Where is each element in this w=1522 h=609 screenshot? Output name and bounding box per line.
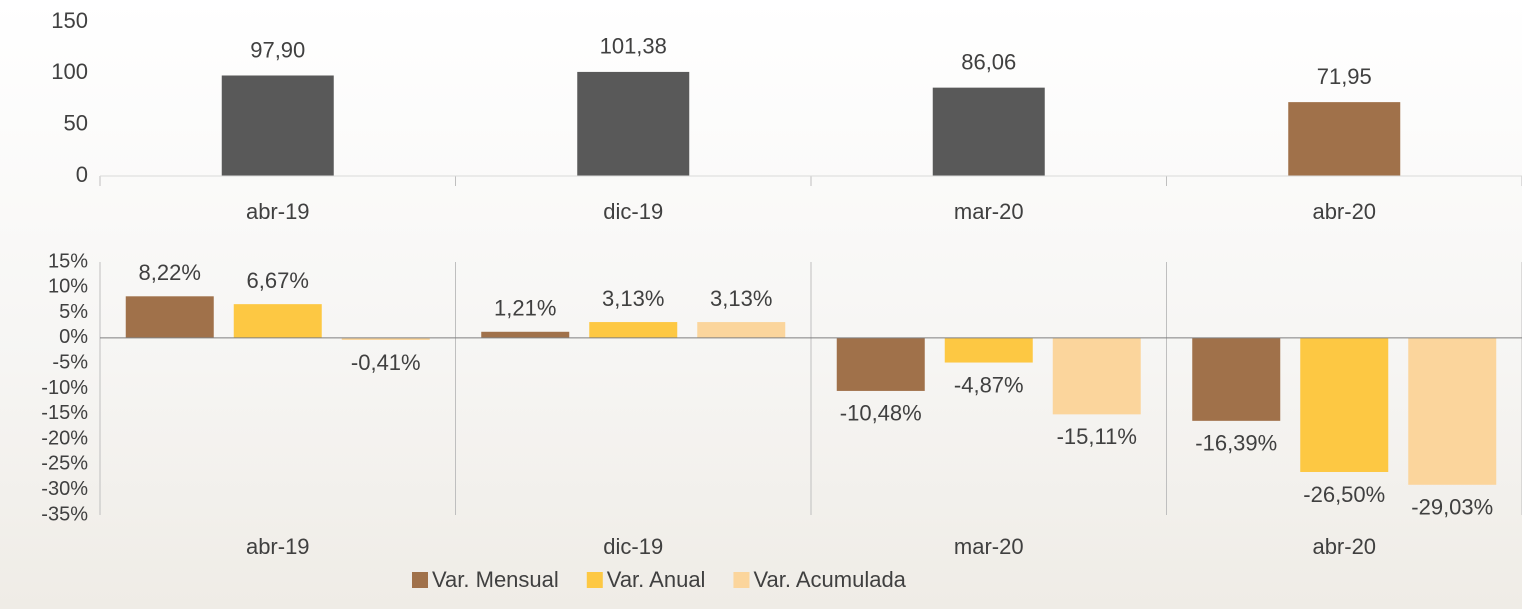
data-label: -15,11% xyxy=(1057,424,1137,449)
bar xyxy=(481,331,570,338)
x-tick-label: mar-20 xyxy=(954,199,1024,224)
data-label: 101,38 xyxy=(600,34,667,59)
y-tick-label: -15% xyxy=(41,402,88,424)
data-label: -16,39% xyxy=(1195,431,1277,456)
bar xyxy=(1052,337,1141,415)
x-tick-label: abr-19 xyxy=(246,199,310,224)
y-tick-label: -35% xyxy=(41,503,88,525)
y-tick-label: -10% xyxy=(41,377,88,399)
bar xyxy=(1300,337,1389,472)
bar xyxy=(221,75,334,176)
y-tick-label: 50 xyxy=(64,110,88,135)
bar xyxy=(1288,102,1401,176)
bar xyxy=(577,71,690,176)
x-tick-label: abr-19 xyxy=(246,534,310,559)
bar xyxy=(589,322,678,338)
data-label: 86,06 xyxy=(961,49,1016,74)
bar xyxy=(233,304,322,338)
y-tick-label: -25% xyxy=(41,453,88,475)
legend-label: Var. Mensual xyxy=(432,567,559,592)
data-label: 71,95 xyxy=(1317,64,1372,89)
y-tick-label: 15% xyxy=(48,250,88,272)
data-label: -10,48% xyxy=(840,401,922,426)
bar xyxy=(1192,337,1281,421)
legend-label: Var. Anual xyxy=(607,567,706,592)
legend-label: Var. Acumulada xyxy=(753,567,906,592)
y-tick-label: -5% xyxy=(52,351,88,373)
bar xyxy=(944,337,1033,363)
x-tick-label: dic-19 xyxy=(603,534,663,559)
bar xyxy=(697,322,786,338)
legend-swatch xyxy=(586,572,603,588)
legend-swatch xyxy=(412,572,428,588)
bar xyxy=(836,337,925,391)
x-tick-label: abr-20 xyxy=(1312,534,1376,559)
data-label: 3,13% xyxy=(710,286,772,311)
y-tick-label: -20% xyxy=(41,427,88,449)
y-tick-label: 100 xyxy=(51,59,88,84)
legend-swatch xyxy=(733,572,750,588)
data-label: 8,22% xyxy=(139,260,201,285)
data-label: 97,90 xyxy=(250,37,305,62)
data-label: -26,50% xyxy=(1303,482,1385,507)
y-tick-label: 150 xyxy=(51,8,88,33)
data-label: 3,13% xyxy=(602,286,664,311)
bar xyxy=(932,87,1045,176)
y-tick-label: -30% xyxy=(41,478,88,500)
y-tick-label: 10% xyxy=(48,276,88,298)
data-label: -4,87% xyxy=(954,372,1024,397)
y-tick-label: 0% xyxy=(59,326,88,348)
x-tick-label: dic-19 xyxy=(603,199,663,224)
x-tick-label: abr-20 xyxy=(1312,199,1376,224)
data-label: -0,41% xyxy=(351,350,421,375)
data-label: -29,03% xyxy=(1411,495,1493,520)
bar xyxy=(125,296,214,338)
data-label: 6,67% xyxy=(247,268,309,293)
bar xyxy=(341,337,430,340)
y-tick-label: 5% xyxy=(59,301,88,323)
data-label: 1,21% xyxy=(494,296,556,321)
y-tick-label: 0 xyxy=(76,162,88,187)
x-tick-label: mar-20 xyxy=(954,534,1024,559)
bar xyxy=(1408,337,1497,485)
